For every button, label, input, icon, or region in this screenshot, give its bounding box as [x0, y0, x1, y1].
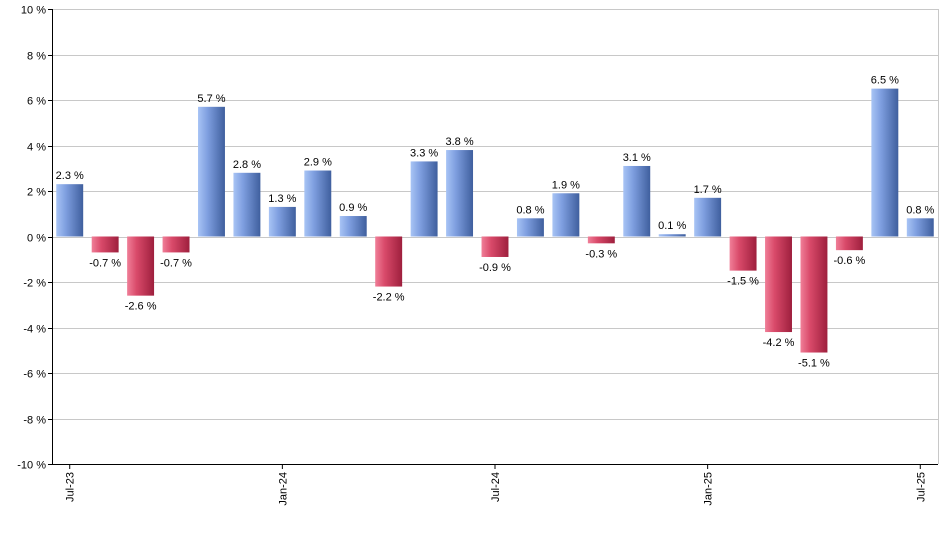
data-label: -2.6 %	[125, 301, 157, 313]
bar	[694, 197, 722, 237]
y-tick-label: 8 %	[27, 51, 46, 63]
data-label: 3.8 %	[445, 136, 473, 148]
data-label: -0.7 %	[160, 257, 192, 269]
data-label: 3.3 %	[410, 147, 438, 159]
y-tick-label: 2 %	[27, 187, 46, 199]
data-label: -0.7 %	[89, 257, 121, 269]
data-label: 2.9 %	[304, 157, 332, 169]
bar	[268, 206, 296, 237]
x-tick-label: Jul-24	[490, 472, 502, 502]
bar	[765, 236, 792, 333]
data-label: 0.9 %	[339, 202, 367, 214]
y-tick-label: -8 %	[23, 415, 46, 427]
bar	[552, 193, 580, 237]
bar	[729, 236, 757, 271]
bar	[871, 88, 899, 237]
data-label: 2.3 %	[56, 170, 84, 182]
data-label: -1.5 %	[727, 276, 759, 288]
bar	[410, 161, 438, 237]
bar	[233, 172, 261, 237]
y-tick-label: -4 %	[23, 324, 46, 336]
bar	[91, 236, 119, 253]
bar	[800, 236, 828, 353]
x-tick-label: Jul-23	[65, 472, 77, 502]
data-label: 1.7 %	[694, 184, 722, 196]
data-label: -4.2 %	[763, 337, 795, 349]
bar	[481, 236, 509, 257]
bar	[835, 236, 863, 251]
data-label: 3.1 %	[623, 152, 651, 164]
data-label: 0.8 %	[516, 204, 544, 216]
bar	[623, 165, 651, 237]
x-tick-label: Jan-25	[703, 472, 715, 506]
y-tick-label: 6 %	[27, 96, 46, 108]
data-label: 2.8 %	[233, 159, 261, 171]
data-label: -0.3 %	[585, 248, 617, 260]
data-labels: 2.3 % -0.7 % -2.6 % -0.7 % 5.7 % 2.8 % 1.3 % 2.…	[56, 75, 935, 370]
y-tick-label: -10 %	[17, 460, 46, 472]
bar	[56, 184, 84, 237]
bar	[127, 236, 155, 296]
bar	[906, 218, 934, 237]
bar	[339, 216, 367, 237]
bar	[198, 106, 225, 237]
axes: 10 % 8 % 6 % 4 % 2 % 0 % -2 % -4 % -6 % -8 % -10 %…	[17, 5, 939, 506]
data-label: 6.5 %	[871, 75, 899, 87]
y-tick-label: -6 %	[23, 369, 46, 381]
y-tick-label: 0 %	[27, 233, 46, 245]
bars	[56, 88, 934, 353]
bar	[375, 236, 403, 287]
data-label: 0.8 %	[906, 204, 934, 216]
data-label: -0.6 %	[834, 255, 866, 267]
bar	[658, 234, 686, 237]
bar	[304, 170, 332, 237]
y-tick-label: 4 %	[27, 142, 46, 154]
bar	[446, 150, 474, 237]
x-tick-label: Jul-25	[915, 472, 927, 502]
bar	[587, 236, 615, 244]
x-tick-label: Jan-24	[277, 472, 289, 506]
bar	[162, 236, 190, 253]
data-label: -5.1 %	[798, 358, 830, 370]
bar	[516, 218, 544, 237]
data-label: 5.7 %	[197, 93, 225, 105]
data-label: 0.1 %	[658, 220, 686, 232]
data-label: 1.3 %	[268, 193, 296, 205]
y-tick-label: -2 %	[23, 278, 46, 290]
data-label: -0.9 %	[479, 262, 511, 274]
data-label: -2.2 %	[373, 292, 405, 304]
y-tick-label: 10 %	[21, 5, 46, 17]
data-label: 1.9 %	[552, 179, 580, 191]
